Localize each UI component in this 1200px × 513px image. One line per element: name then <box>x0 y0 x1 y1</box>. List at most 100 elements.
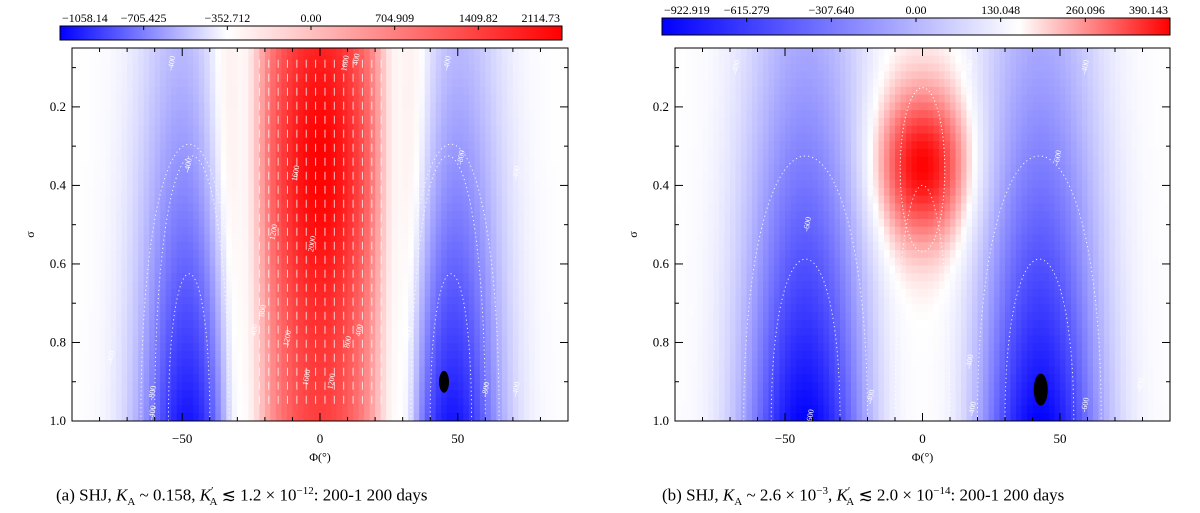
heatmap-cell <box>193 257 200 267</box>
heatmap-cell <box>83 257 90 267</box>
heatmap-cell <box>209 335 216 344</box>
heatmap-cell <box>353 226 360 236</box>
heatmap-cell <box>105 296 112 306</box>
heatmap-cell <box>380 149 387 158</box>
heatmap-cell <box>127 343 134 352</box>
heatmap-cell <box>507 319 514 329</box>
heatmap-cell <box>171 164 178 173</box>
heatmap-cell <box>127 71 134 80</box>
heatmap-cell <box>331 319 338 329</box>
heatmap-cell <box>380 413 387 421</box>
heatmap-cell <box>143 71 150 80</box>
heatmap-cell <box>325 273 332 282</box>
heatmap-cell <box>99 110 106 119</box>
heatmap-cell <box>215 304 222 313</box>
heatmap-cell <box>697 234 704 243</box>
heatmap-cell <box>149 374 156 383</box>
heatmap-cell <box>242 149 249 158</box>
heatmap-cell <box>724 288 731 298</box>
heatmap-cell <box>713 304 720 313</box>
heatmap-cell <box>697 288 704 298</box>
heatmap-cell <box>419 312 426 321</box>
heatmap-cell <box>132 117 139 127</box>
heatmap-cell <box>286 374 294 383</box>
heatmap-cell <box>545 164 553 173</box>
heatmap-cell <box>193 172 200 181</box>
heatmap-cell <box>237 413 244 421</box>
heatmap-cell <box>686 86 693 96</box>
heatmap-cell <box>397 110 404 119</box>
heatmap-cell <box>132 242 139 251</box>
heatmap-cell <box>171 327 178 337</box>
heatmap-cell <box>457 273 464 282</box>
heatmap-cell <box>204 102 211 111</box>
heatmap-cell <box>99 405 106 414</box>
heatmap-cell <box>308 242 316 251</box>
heatmap-cell <box>308 187 316 197</box>
heatmap-cell <box>375 250 382 259</box>
heatmap-cell <box>347 164 354 173</box>
heatmap-cell <box>248 156 255 166</box>
heatmap-cell <box>708 125 715 135</box>
heatmap-cell <box>446 172 453 181</box>
heatmap-cell <box>441 397 448 407</box>
heatmap-cell <box>193 265 200 274</box>
heatmap-cell <box>88 48 95 57</box>
heatmap-cell <box>719 312 726 321</box>
heatmap-cell <box>730 250 737 259</box>
heatmap-cell <box>468 55 475 65</box>
heatmap-cell <box>237 218 244 228</box>
heatmap-cell <box>116 149 123 158</box>
heatmap-cell <box>94 405 101 414</box>
heatmap-cell <box>358 366 365 375</box>
heatmap-cell <box>534 63 542 72</box>
heatmap-cell <box>380 218 387 228</box>
heatmap-cell <box>479 133 486 142</box>
heatmap-cell <box>286 110 294 119</box>
heatmap-cell <box>314 156 321 166</box>
heatmap-cell <box>730 211 737 220</box>
heatmap-cell <box>507 366 514 375</box>
heatmap-cell <box>446 234 453 243</box>
heatmap-cell <box>231 79 238 88</box>
heatmap-cell <box>424 281 431 290</box>
heatmap-cell <box>193 358 200 368</box>
heatmap-cell <box>72 335 79 344</box>
heatmap-cell <box>435 218 442 228</box>
heatmap-cell <box>534 296 542 306</box>
heatmap-cell <box>556 94 564 103</box>
heatmap-cell <box>534 389 542 399</box>
heatmap-cell <box>719 172 726 181</box>
heatmap-cell <box>452 203 459 212</box>
heatmap-cell <box>518 265 525 274</box>
heatmap-cell <box>702 312 709 321</box>
heatmap-cell <box>474 180 481 189</box>
heatmap-cell <box>424 55 431 65</box>
heatmap-cell <box>702 110 709 119</box>
heatmap-cell <box>220 312 227 321</box>
heatmap-cell <box>286 397 294 407</box>
heatmap-cell <box>364 374 371 383</box>
heatmap-cell <box>397 63 404 72</box>
heatmap-cell <box>275 382 283 391</box>
heatmap-cell <box>143 234 150 243</box>
heatmap-cell <box>187 110 194 119</box>
heatmap-cell <box>292 79 299 88</box>
heatmap-cell <box>490 203 497 212</box>
heatmap-cell <box>77 180 84 189</box>
heatmap-cell <box>408 389 415 399</box>
heatmap-cell <box>77 265 84 274</box>
heatmap-cell <box>430 172 437 181</box>
heatmap-cell <box>226 288 233 298</box>
heatmap-cell <box>364 187 371 197</box>
heatmap-cell <box>303 374 310 383</box>
heatmap-cell <box>253 133 260 142</box>
heatmap-cell <box>286 413 294 421</box>
heatmap-cell <box>325 304 332 313</box>
heatmap-cell <box>562 110 568 119</box>
heatmap-cell <box>485 397 492 407</box>
heatmap-cell <box>713 218 720 228</box>
heatmap-cell <box>713 366 720 375</box>
heatmap-cell <box>220 117 227 127</box>
heatmap-cell <box>529 187 536 197</box>
